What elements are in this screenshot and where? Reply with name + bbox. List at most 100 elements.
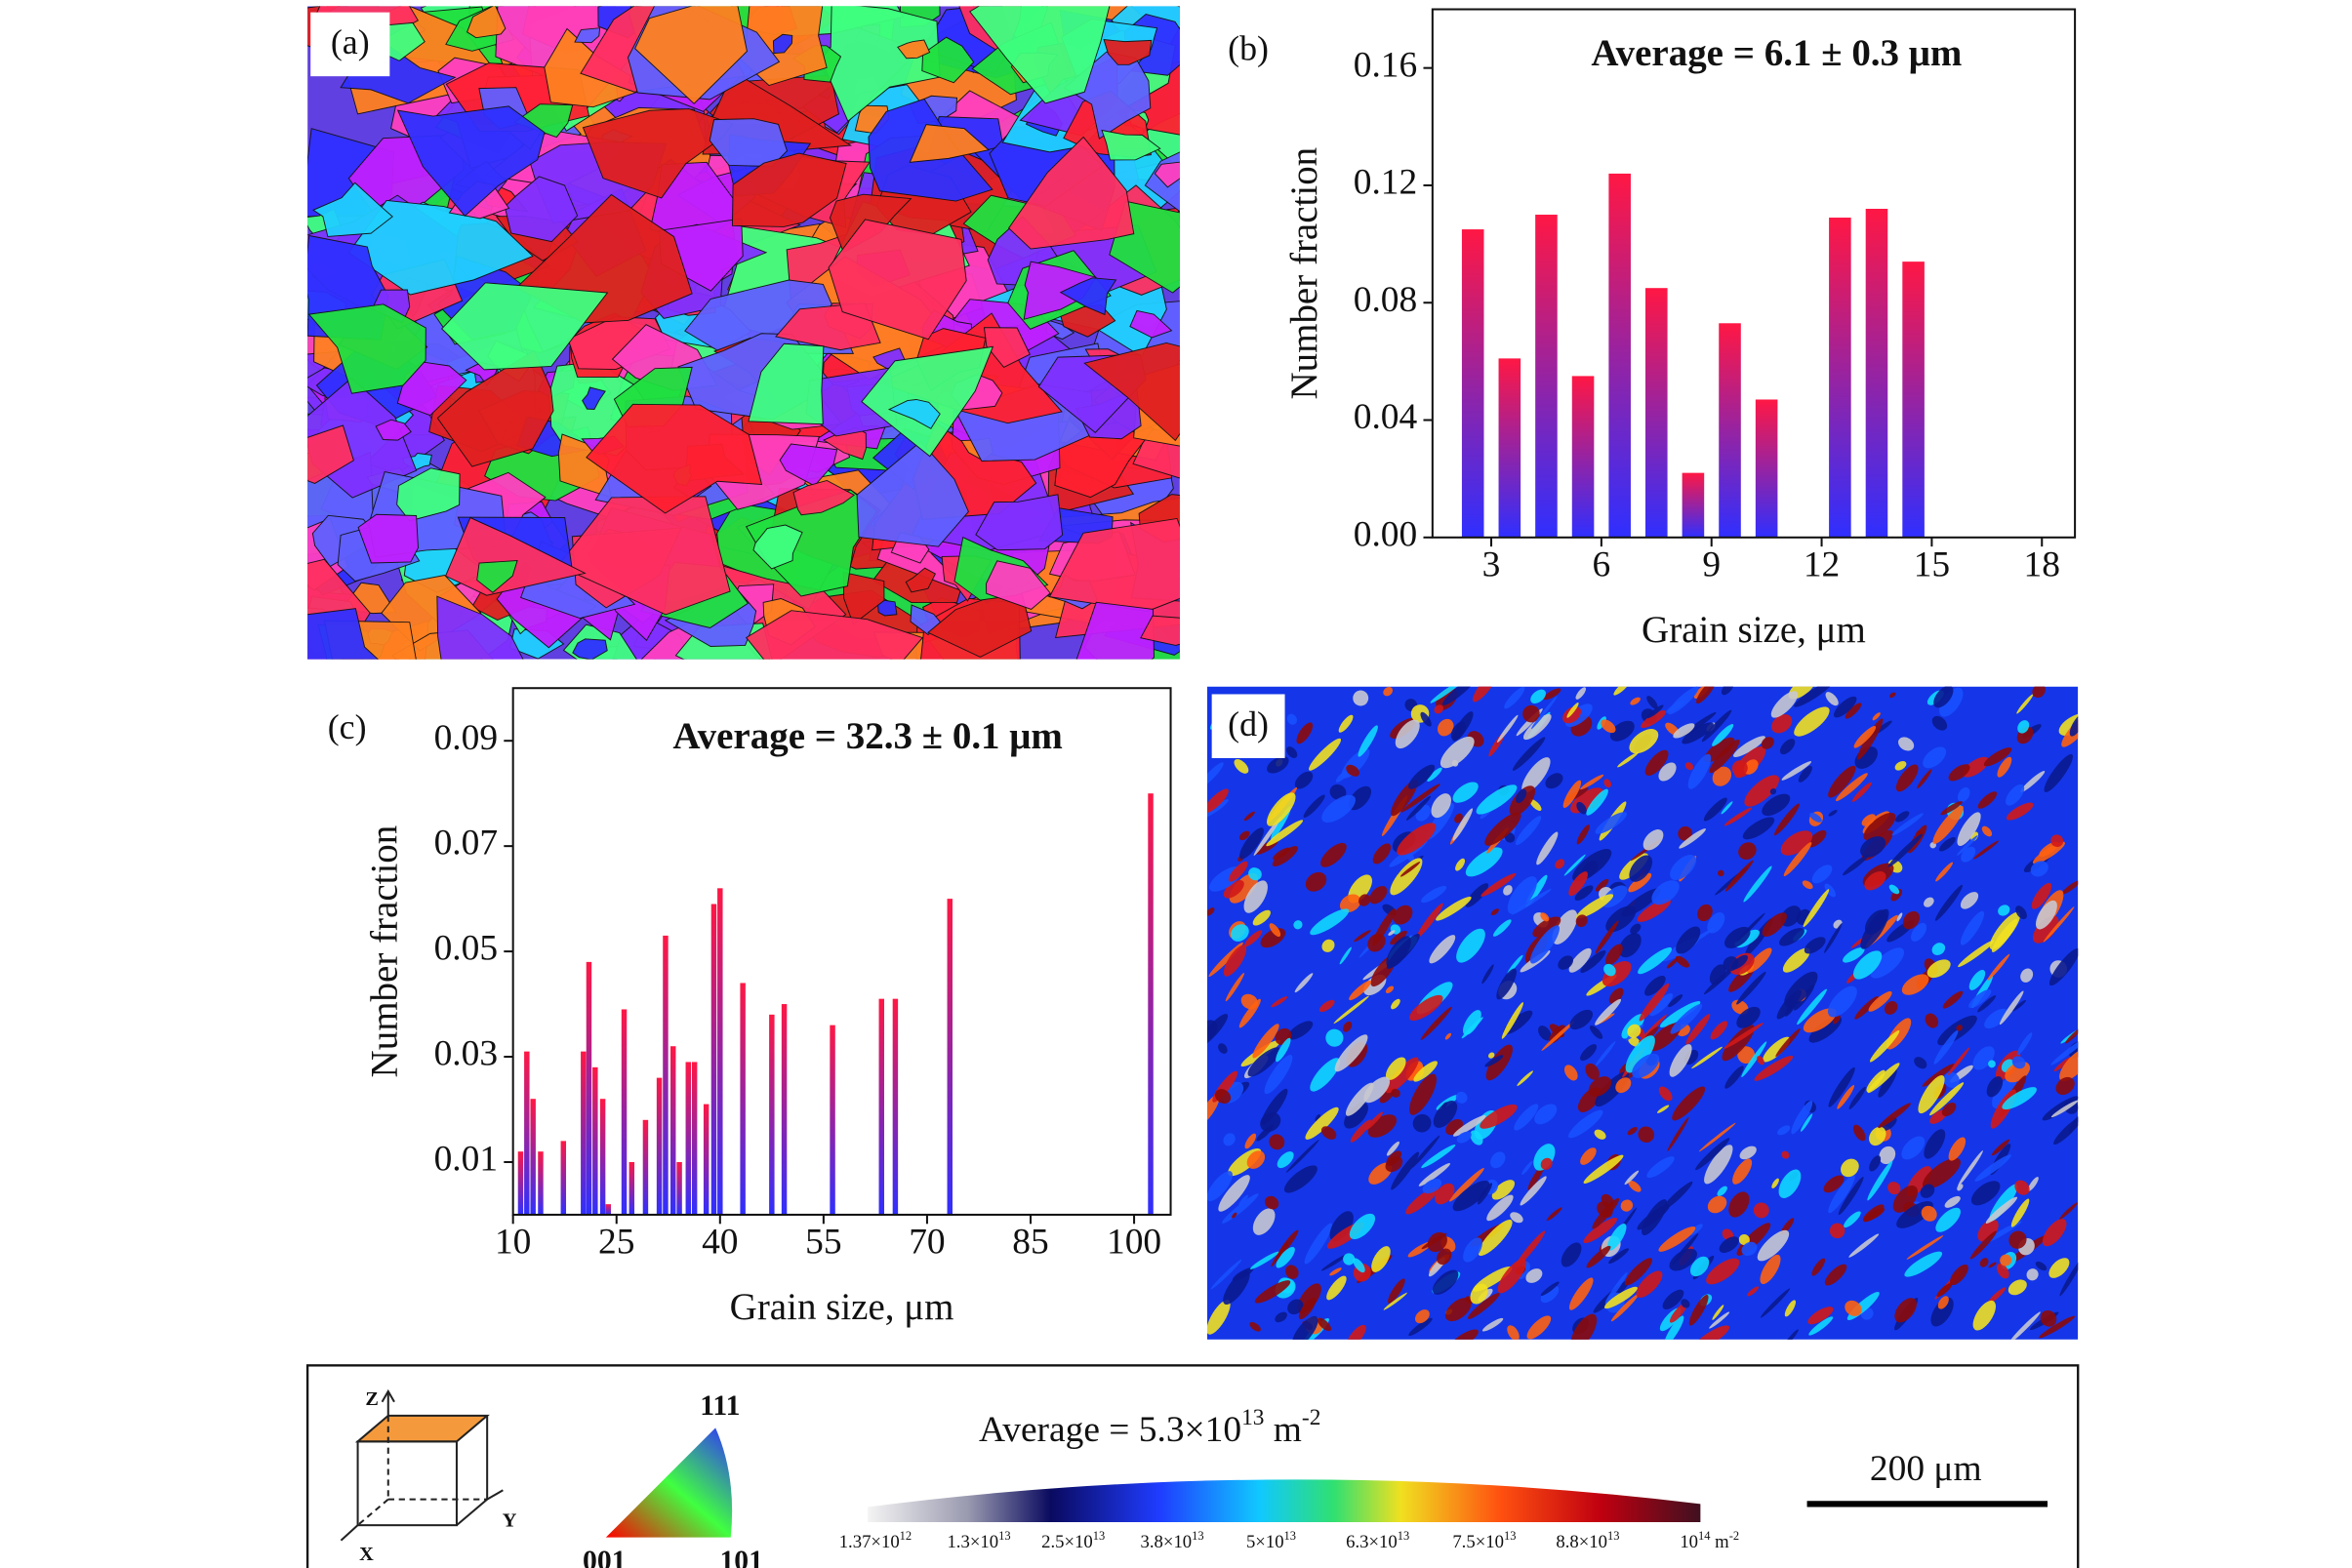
domain (1561, 1242, 1582, 1267)
domain (1860, 836, 1886, 858)
domain (1452, 1114, 1486, 1137)
domain (1420, 1006, 1452, 1040)
grain (772, 33, 793, 55)
grain (375, 419, 412, 441)
domain (1621, 888, 1661, 917)
domain (1231, 924, 1249, 942)
domain (1932, 805, 1964, 844)
domain (1672, 1086, 1706, 1121)
domain (1585, 1063, 1600, 1080)
domain (1568, 947, 1592, 973)
domain (1317, 1317, 1331, 1332)
domain (1695, 1138, 1730, 1171)
domain (1987, 1287, 2007, 1305)
colorbar-label: 6.3×1013 (1346, 1529, 1409, 1552)
domain (2050, 1100, 2079, 1118)
domain (1869, 1030, 1900, 1063)
domain (1399, 862, 1421, 877)
domain (1774, 803, 1800, 836)
domain (1659, 1001, 1701, 1027)
domain (2061, 880, 2079, 895)
domain (1267, 756, 1289, 774)
domain (1781, 761, 1812, 781)
domain (1803, 1008, 1837, 1033)
colorbar-label: 8.8×1013 (1556, 1529, 1619, 1552)
x-tick-label: 85 (1012, 1223, 1048, 1263)
bar (1571, 376, 1595, 538)
domain (1400, 784, 1440, 813)
domain (1480, 872, 1517, 897)
domain (1253, 817, 1281, 856)
domain (1977, 791, 1998, 809)
domain (1917, 769, 1932, 789)
domain (1470, 1130, 1483, 1146)
grain (307, 424, 354, 484)
domain (1305, 871, 1327, 892)
domain (1861, 814, 1876, 826)
domain (1746, 947, 1772, 974)
domain (1413, 1061, 1438, 1082)
domain (1442, 686, 1477, 705)
domain (1339, 894, 1361, 913)
domain (1709, 739, 1740, 774)
domain (1620, 1199, 1634, 1212)
domain (2016, 694, 2034, 714)
bar (581, 1051, 587, 1215)
domain (1303, 794, 1325, 819)
domain (1666, 700, 1685, 713)
domain (2027, 1177, 2039, 1191)
domain (1603, 1286, 1638, 1309)
domain (1408, 764, 1436, 789)
domain (1682, 722, 1714, 744)
domain (1562, 706, 1582, 724)
domain (1304, 1223, 1333, 1265)
domain (1310, 908, 1350, 936)
domain (1369, 886, 1388, 905)
domain (1780, 905, 1802, 927)
domain (1521, 1160, 1533, 1175)
bar (685, 1062, 692, 1215)
chart-title: Average = 32.3 ± 0.1 μm (672, 715, 1063, 757)
bar (1645, 288, 1668, 538)
domain (1534, 1104, 1558, 1125)
domain (1709, 1311, 1730, 1329)
domain (1904, 1251, 1943, 1277)
x-tick-label: 12 (1804, 545, 1840, 585)
domain (2008, 1230, 2027, 1249)
domain (1388, 1278, 1405, 1304)
domain (2040, 1309, 2057, 1327)
domain (1724, 926, 1751, 948)
domain (1802, 880, 1813, 890)
grain (752, 524, 803, 570)
domain (1454, 813, 1463, 824)
domain (1586, 1245, 1611, 1268)
domain (1218, 1043, 1228, 1054)
domain (1576, 801, 1587, 815)
domain (2030, 861, 2048, 877)
domain (1214, 1089, 1232, 1104)
domain (1456, 1131, 1472, 1144)
domain (1568, 1109, 1603, 1139)
domain (1206, 788, 1229, 814)
grain (572, 638, 608, 660)
domain (1503, 885, 1513, 896)
domain (1662, 1289, 1684, 1309)
domain (1321, 794, 1356, 824)
y-tick-label: 0.01 (434, 1140, 499, 1180)
bar (1498, 358, 1521, 538)
domain (1364, 1111, 1384, 1131)
domain (2020, 968, 2034, 983)
domain (1833, 696, 1857, 718)
domain (1935, 1207, 1962, 1232)
domain (1721, 801, 1733, 815)
domain (1250, 1251, 1279, 1269)
domain (1724, 860, 1754, 892)
bar (1608, 173, 1631, 538)
domain (1762, 793, 1791, 817)
domain (1490, 908, 1499, 916)
domain (1434, 704, 1444, 714)
domain (1414, 1309, 1430, 1324)
domain (1555, 859, 1565, 869)
domain (1869, 1126, 1886, 1146)
